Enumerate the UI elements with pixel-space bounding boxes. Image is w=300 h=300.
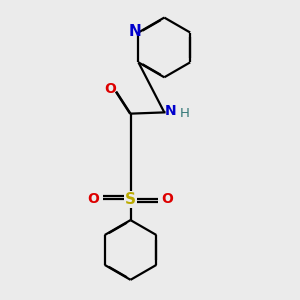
Text: N: N	[129, 24, 142, 39]
Text: O: O	[105, 82, 116, 96]
Text: O: O	[88, 192, 99, 206]
Text: H: H	[180, 107, 190, 120]
Text: S: S	[125, 192, 136, 207]
Text: O: O	[162, 192, 174, 206]
Text: N: N	[165, 104, 177, 118]
